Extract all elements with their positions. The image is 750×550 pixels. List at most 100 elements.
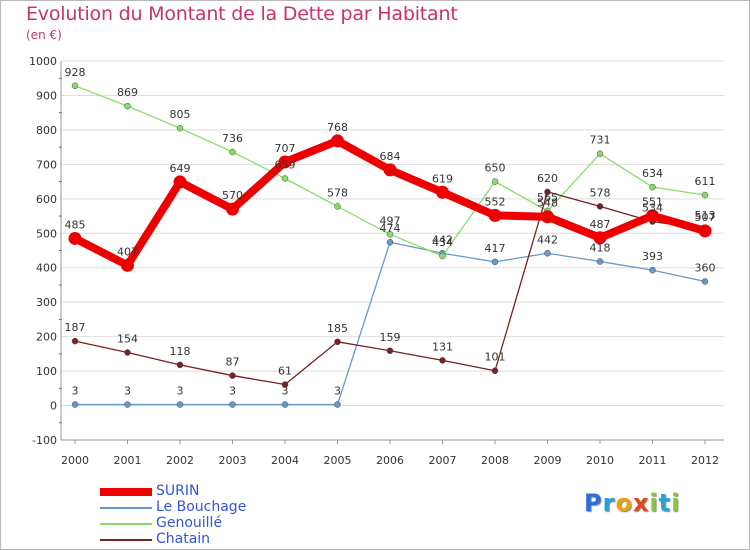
data-label: 101 [485,351,506,364]
data-point [596,150,604,157]
data-label: 360 [695,262,716,275]
data-point [334,203,341,210]
data-point [229,148,236,156]
data-label: 551 [642,196,663,209]
y-tick-label: 600 [36,193,57,206]
data-point [71,401,79,408]
data-label: 87 [226,356,240,369]
y-tick-label: 700 [36,158,57,171]
legend-swatch [100,539,152,541]
data-label: 3 [124,385,131,398]
data-point [593,231,607,245]
data-label: 3 [72,385,79,398]
data-point [281,381,289,388]
data-point [226,202,239,216]
data-label: 497 [380,214,401,227]
data-point [71,82,79,90]
data-point [488,208,502,222]
legend-swatch [100,523,152,525]
data-label: 185 [327,322,348,335]
data-label: 731 [590,134,611,147]
data-label: 442 [432,233,453,246]
data-label: 650 [485,162,506,175]
y-tick-label: 0 [50,400,57,413]
data-label: 534 [642,202,663,215]
data-label: 649 [170,162,191,175]
data-label: 570 [222,189,243,202]
data-label: 768 [327,121,348,134]
x-tick-label: 2011 [639,454,667,467]
data-label: 507 [695,211,716,224]
data-label: 417 [485,242,506,255]
data-label: 684 [380,150,401,163]
data-point [68,231,82,245]
data-point [176,401,184,408]
data-point [491,178,499,185]
x-tick-label: 2010 [586,454,614,467]
logo-letter: P [584,489,603,517]
x-tick-label: 2003 [219,454,247,467]
x-tick-label: 2008 [481,454,509,467]
grid [61,60,724,441]
data-label: 548 [537,197,558,210]
data-point [173,175,187,189]
data-point [334,338,341,346]
data-label: 154 [117,332,138,345]
data-point [386,238,394,246]
legend-item: SURIN [100,483,360,500]
data-label: 3 [334,385,341,398]
y-tick-label: 200 [36,331,57,344]
data-point [229,401,236,408]
legend-label: Genouillé [156,515,223,531]
data-label: 131 [432,340,453,353]
logo-letter: r [602,489,616,517]
x-tick-label: 2005 [324,454,352,467]
data-point [278,155,292,169]
data-point [491,367,499,374]
data-point [436,185,449,199]
data-label: 736 [222,132,243,145]
y-tick-label: 400 [36,262,57,275]
data-point [176,361,184,369]
legend-item: Genouillé [100,515,360,532]
data-label: 659 [275,158,296,171]
data-label: 928 [65,66,86,79]
legend-item: Le Bouchage [100,499,360,516]
data-label: 61 [278,365,292,378]
legend-swatch [100,488,152,496]
series-line-le-bouchage [74,241,706,406]
data-point [649,183,656,191]
data-point [701,191,709,199]
data-label: 434 [432,236,453,249]
data-point [281,175,289,182]
x-tick-label: 2002 [166,454,194,467]
legend-item: Chatain [100,531,360,548]
data-label: 620 [537,172,558,185]
data-label: 159 [380,331,401,344]
data-point [439,357,446,364]
data-point [386,347,394,355]
data-point [71,337,79,345]
logo-letter: i [671,489,681,517]
x-tick-label: 2009 [534,454,562,467]
data-point [544,188,551,196]
data-point [281,401,289,408]
y-tick-label: 800 [36,124,57,137]
data-label: 442 [537,233,558,246]
data-label: 513 [695,209,716,222]
data-point [124,401,131,408]
legend-label: Le Bouchage [156,499,247,515]
y-tick-label: -100 [32,434,57,447]
data-point [331,134,344,148]
series-lines [68,82,712,408]
data-label: 474 [380,222,401,235]
x-tick-label: 2007 [429,454,457,467]
data-label: 118 [170,345,191,358]
data-label: 3 [229,385,236,398]
y-tick-label: 1000 [29,55,57,68]
x-tick-label: 2004 [271,454,299,467]
y-tick-label: 100 [36,365,57,378]
data-label: 187 [65,321,86,334]
data-point [649,266,656,274]
data-point [121,258,134,272]
